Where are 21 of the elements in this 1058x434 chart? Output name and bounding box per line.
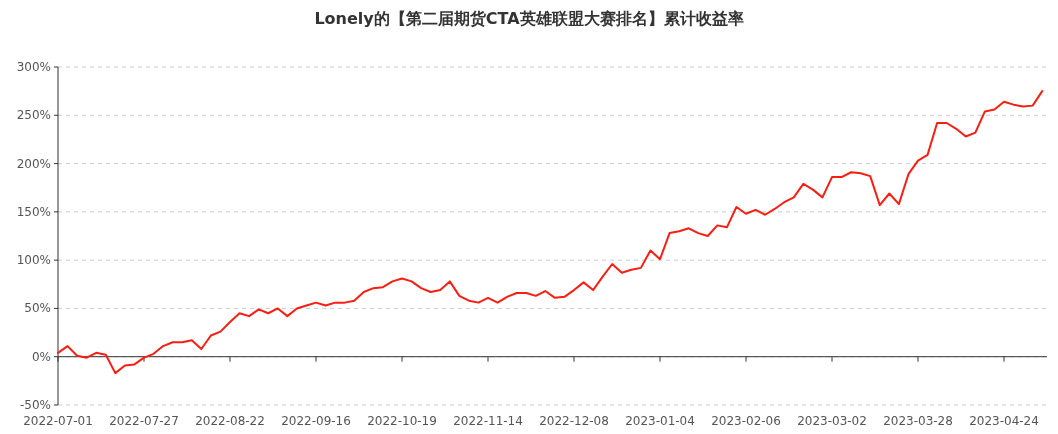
chart-title: Lonely的【第二届期货CTA英雄联盟大赛排名】累计收益率 xyxy=(314,9,744,28)
x-tick-label: 2023-01-04 xyxy=(625,414,695,428)
x-tick-label: 2022-12-08 xyxy=(539,414,609,428)
y-tick-label: 250% xyxy=(16,108,51,123)
x-tick-label: 2023-04-24 xyxy=(969,414,1039,428)
y-tick-label: 150% xyxy=(16,204,51,219)
x-tick-label: 2023-03-28 xyxy=(883,414,953,428)
y-tick-label: 0% xyxy=(31,349,51,364)
y-tick-label: 300% xyxy=(16,60,51,74)
x-tick-label: 2022-07-01 xyxy=(23,414,93,428)
x-tick-label: 2022-07-27 xyxy=(109,414,179,428)
y-tick-label: 50% xyxy=(24,301,51,316)
y-tick-label: 200% xyxy=(16,156,51,171)
x-tick-label: 2022-11-14 xyxy=(453,414,523,428)
x-tick-label: 2022-08-22 xyxy=(195,414,265,428)
x-tick-label: 2022-09-16 xyxy=(281,414,351,428)
x-tick-label: 2023-02-06 xyxy=(711,414,781,428)
x-tick-label: 2023-03-02 xyxy=(797,414,867,428)
y-tick-label: -50% xyxy=(19,398,51,412)
x-tick-label: 2022-10-19 xyxy=(367,414,437,428)
y-tick-label: 100% xyxy=(16,253,51,268)
